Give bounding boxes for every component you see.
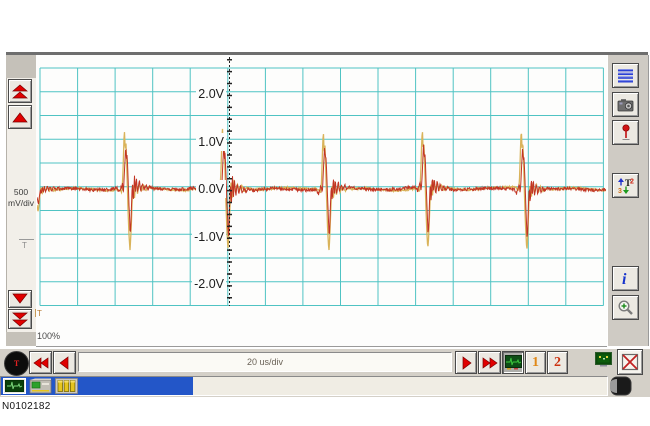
- scale-double-down-button[interactable]: [8, 309, 32, 329]
- rewind-button[interactable]: [29, 351, 52, 374]
- info-icon: i: [622, 271, 627, 287]
- scale-double-up-button[interactable]: [8, 79, 32, 103]
- step-back-button[interactable]: [53, 351, 76, 374]
- zoom-percent-label: 100%: [37, 331, 61, 341]
- y-axis-tick-label: 2.0V: [196, 85, 226, 103]
- battery-columns-icon: [55, 378, 78, 394]
- step-forward-button[interactable]: [455, 351, 477, 374]
- display-status-icon: [595, 352, 612, 367]
- double-left-arrow-icon: [32, 356, 48, 369]
- scale-units: mV/div: [8, 197, 34, 208]
- svg-text:i: i: [622, 271, 627, 287]
- left-panel-cap-bottom: [6, 332, 36, 346]
- svg-text:T: T: [625, 178, 631, 188]
- left-panel-cap-top: [6, 55, 36, 78]
- waveform-monitor-icon: [3, 378, 26, 394]
- channel-1-button[interactable]: 1: [525, 351, 546, 374]
- y-axis-tick-label: -1.0V: [192, 227, 226, 246]
- svg-text:2: 2: [630, 178, 634, 185]
- double-up-arrow-icon: [12, 84, 28, 98]
- scale-up-button[interactable]: [8, 105, 32, 129]
- cursor-settings-button[interactable]: T 2 3: [612, 173, 639, 198]
- y-axis-tick-label: -2.0V: [192, 275, 226, 293]
- left-arrow-icon: [59, 355, 69, 370]
- scale-down-button[interactable]: [8, 290, 32, 308]
- top-border: [6, 52, 648, 55]
- contrast-icon: [609, 376, 632, 396]
- vertical-scale-label: 500 mV/div: [5, 187, 37, 208]
- scope-display-button[interactable]: [502, 351, 524, 374]
- status-battery-indicator[interactable]: [55, 378, 78, 399]
- zoom-icon: [618, 300, 633, 315]
- display-status-indicator: [595, 352, 612, 372]
- double-down-arrow-icon: [12, 312, 28, 326]
- cursor-settings-icon: T 2 3: [617, 177, 634, 195]
- recordings-list-button[interactable]: [612, 63, 639, 88]
- right-arrow-icon: [462, 355, 472, 370]
- status-waveform-indicator[interactable]: [3, 378, 26, 399]
- status-device-indicator[interactable]: [29, 378, 52, 399]
- fast-forward-button[interactable]: [478, 351, 501, 374]
- zoom-button[interactable]: [612, 295, 639, 320]
- up-arrow-icon: [12, 111, 28, 122]
- info-button[interactable]: i: [612, 266, 639, 291]
- trigger-button[interactable]: T: [4, 351, 29, 376]
- pin-icon: [621, 124, 630, 140]
- svg-text:3: 3: [618, 188, 622, 195]
- trigger-time-marker[interactable]: T: [35, 309, 42, 318]
- y-axis-tick-label: 0.0V: [196, 180, 226, 198]
- timebase-display[interactable]: 20 us/div: [78, 352, 452, 372]
- list-icon: [618, 69, 633, 83]
- close-x-icon: [621, 353, 639, 371]
- marker-pin-button[interactable]: [612, 120, 639, 145]
- trigger-level-line: [19, 239, 34, 240]
- scale-value: 500: [13, 187, 29, 197]
- trigger-level-letter: T: [22, 241, 27, 250]
- close-button[interactable]: [617, 349, 643, 375]
- figure-number: N0102182: [2, 401, 51, 412]
- channel-2-button[interactable]: 2: [547, 351, 568, 374]
- double-right-arrow-icon: [482, 356, 498, 369]
- contrast-control[interactable]: [609, 376, 632, 401]
- scope-screen-icon: [504, 355, 522, 370]
- device-icon: [29, 378, 52, 394]
- down-arrow-icon: [12, 293, 28, 304]
- camera-icon: [617, 98, 633, 111]
- y-axis-tick-label: 1.0V: [196, 132, 226, 151]
- waveform-display: [36, 55, 607, 347]
- snapshot-button[interactable]: [612, 92, 639, 117]
- trigger-time-tick: [35, 309, 36, 317]
